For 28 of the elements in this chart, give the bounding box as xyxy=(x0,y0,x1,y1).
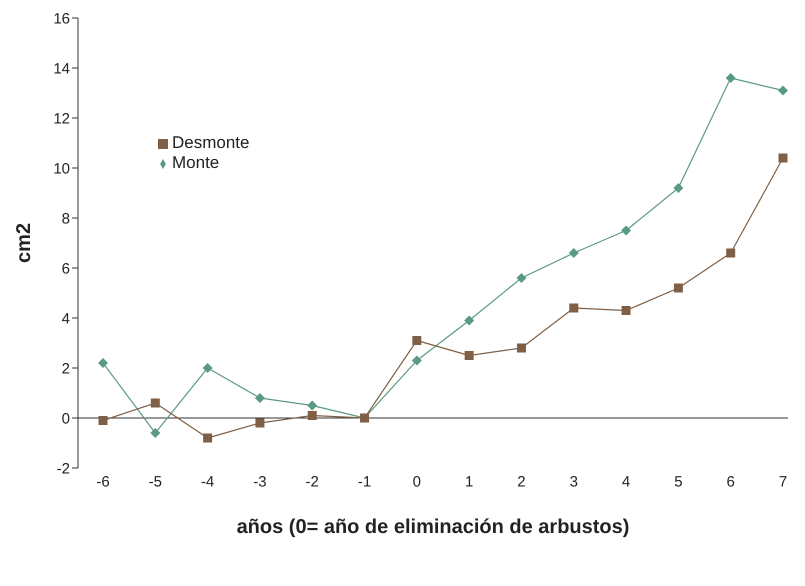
x-tick-label: -6 xyxy=(96,474,110,491)
x-axis-title: años (0= año de eliminación de arbustos) xyxy=(236,516,630,538)
y-tick-label: 14 xyxy=(53,60,70,78)
legend-label: Desmonte xyxy=(172,133,250,152)
x-tick-label: -5 xyxy=(148,474,162,491)
x-tick-label: 0 xyxy=(412,474,422,491)
y-tick-label: 8 xyxy=(62,210,70,228)
x-tick-label: 2 xyxy=(517,474,526,491)
x-tick-label: -3 xyxy=(253,474,267,491)
x-tick-label: 4 xyxy=(622,474,630,491)
y-tick-label: 12 xyxy=(53,110,70,128)
x-tick-label: 1 xyxy=(464,474,474,491)
y-tick-label: 10 xyxy=(53,160,70,178)
y-tick-label: 6 xyxy=(62,260,70,278)
x-tick-label: 5 xyxy=(674,474,683,491)
legend-label: Monte xyxy=(172,153,220,172)
x-tick-label: -1 xyxy=(358,474,372,491)
y-axis-title: cm2 xyxy=(13,222,36,264)
y-tick-label: 4 xyxy=(62,310,70,328)
y-tick-label: 0 xyxy=(62,410,70,428)
x-tick-label: -2 xyxy=(306,474,319,491)
y-tick-label: 16 xyxy=(53,10,70,28)
x-tick-label: 7 xyxy=(778,474,788,491)
x-tick-label: 6 xyxy=(726,474,735,491)
x-tick-label: -4 xyxy=(200,474,214,491)
y-tick-label: -2 xyxy=(56,460,70,478)
y-tick-label: 2 xyxy=(62,360,70,378)
x-tick-label: 3 xyxy=(570,474,578,491)
